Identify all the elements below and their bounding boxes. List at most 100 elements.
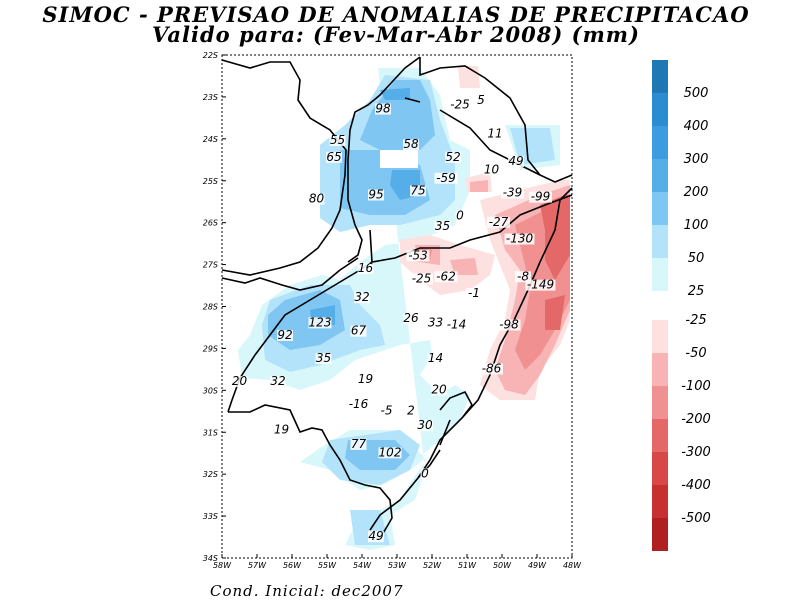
anomaly-value-label: 49 [508,154,523,168]
value-label-bg [515,271,531,283]
value-label-bg [480,363,503,375]
map-subtitle: Valido para: (Fev-Mar-Abr 2008) (mm) [152,22,640,47]
value-label-bg [315,352,332,364]
value-label-bg [350,438,367,450]
lat-tick-label: 34S [203,554,218,563]
anomaly-value-label: 67 [351,324,367,338]
longitude-axis: 58W 57W 56W 55W 54W 53W 52W 51W 50W 49W 48W [213,554,582,570]
anomaly-value-label: 16 [358,261,374,275]
value-label-bg [368,531,384,543]
lat-tick-label: 31S [203,428,218,437]
anomaly-value-label: 49 [368,529,383,543]
colorbar-label: 500 [684,86,709,101]
lat-tick-label: 29S [203,344,218,353]
anomaly-value-label: -86 [482,361,502,375]
value-label-bg [525,279,556,291]
value-label-bg [434,220,451,232]
colorbar-legend: 500 400 300 200 100 50 25 -25 -50 -100 -200 -300 -40… [652,60,711,551]
colorbar-label: -400 [681,478,711,493]
anomaly-value-label: -25 [412,271,432,285]
anomaly-value-label: -1 [468,286,480,300]
anomaly-value-label: 19 [274,422,289,436]
colorbar-swatch [652,159,668,192]
colorbar-label: 300 [684,152,709,167]
anomaly-value-label: 19 [358,372,373,386]
anomaly-value-label: -16 [349,397,369,411]
lat-tick-label: 27S [203,261,218,270]
lat-tick-label: 24S [203,135,218,144]
value-label-bg [448,99,472,111]
anomaly-value-label: -5 [381,403,393,417]
colorbar-swatch [652,192,668,225]
lon-tick-label: 54W [353,561,372,570]
lon-tick-label: 51W [458,561,477,570]
anomaly-value-label: 26 [403,311,419,325]
value-label-bg [308,317,332,329]
anomaly-value-label: 0 [421,466,429,480]
anomaly-value-label: 10 [484,162,500,176]
lon-tick-label: 53W [388,561,407,570]
colorbar-swatch [652,452,668,485]
lat-tick-label: 25S [203,177,218,186]
colorbar-label: -300 [681,445,711,460]
anomaly-value-label: -25 [450,97,470,111]
anomaly-value-label: 2 [407,403,415,417]
value-label-bg [410,185,426,197]
colorbar-label: -50 [685,346,706,361]
anomaly-value-label: -39 [503,185,523,199]
anomaly-value-label: 14 [428,351,443,365]
colorbar-label: -500 [681,511,711,526]
colorbar-label: -25 [685,313,706,328]
value-label-bg [410,273,433,285]
value-label-bg [368,189,384,201]
value-label-bg [420,468,430,480]
value-label-bg [378,405,395,417]
lat-tick-label: 23S [203,93,218,102]
lon-tick-label: 52W [423,561,442,570]
colorbar-label: -200 [681,412,711,427]
anomaly-value-label: -130 [506,232,534,246]
colorbar-label: 50 [688,251,705,266]
value-label-bg [270,376,286,388]
lat-tick-label: 22S [203,51,218,60]
value-label-bg [375,103,391,115]
value-label-bg [357,373,374,385]
anomaly-value-label: -53 [408,248,428,262]
colorbar-swatch [652,126,668,159]
colorbar-label: 25 [688,284,705,299]
colorbar-swatch [652,518,668,551]
anomaly-value-label: 30 [417,418,433,432]
value-label-bg [476,95,486,107]
anomaly-value-label: 75 [410,183,425,197]
anomaly-value-label: 80 [309,192,325,206]
lat-tick-label: 30S [203,386,218,395]
value-label-bg [497,319,521,331]
anomaly-value-label: 123 [309,315,332,329]
precipitation-anomaly-map: 22S23S24S25S26S27S28S29S30S31S32S33S34S … [203,51,582,570]
anomaly-value-label: -59 [436,171,456,185]
value-label-bg [434,172,458,184]
value-label-bg [329,135,346,147]
value-label-bg [427,352,444,364]
map-title: SIMOC - PREVISAO DE ANOMALIAS DE PRECIPI… [42,2,750,27]
lat-tick-label: 28S [203,303,218,312]
colorbar-swatch [652,419,668,452]
anomaly-value-label: -149 [527,278,554,292]
anomaly-value-label: 32 [270,374,285,388]
value-label-bg [466,288,482,300]
anomaly-value-label: 35 [435,219,450,233]
lat-tick-label: 33S [203,512,218,521]
lon-tick-label: 55W [318,561,337,570]
value-label-bg [403,139,419,151]
initial-condition-label: Cond. Inicial: dec2007 [210,582,404,600]
anomaly-value-label: -62 [436,269,456,283]
anomaly-value-labels: 98 -25 5 11 55 58 65 52 49 10 -59 -39 -99 80 95 75 0 -27 3… [231,93,556,543]
anomaly-value-label: -27 [489,215,509,229]
value-label-bg [326,151,342,163]
value-label-bg [445,319,468,331]
colorbar-label: 100 [684,218,709,233]
value-label-bg [529,191,552,203]
anomaly-value-label: 0 [456,208,464,222]
anomaly-value-label: -98 [499,317,519,331]
